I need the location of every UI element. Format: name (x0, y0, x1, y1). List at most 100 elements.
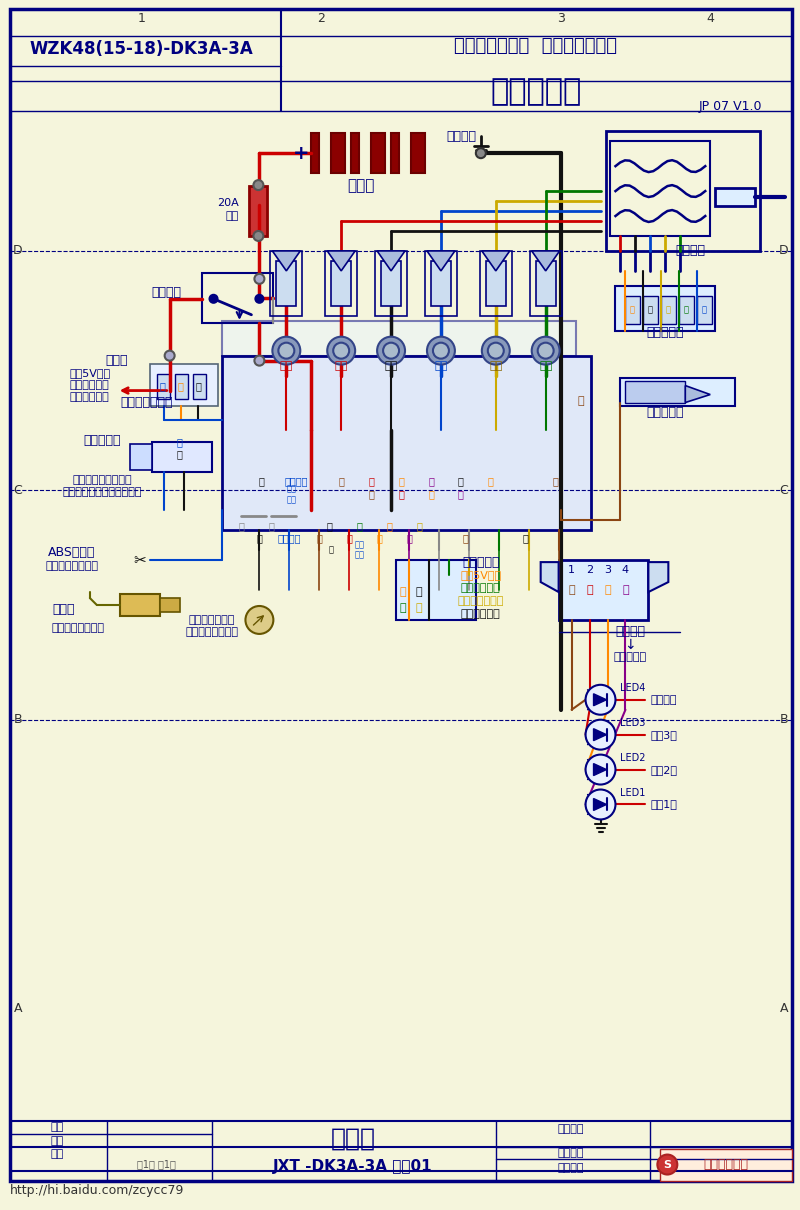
Bar (606, 131, 760, 250)
Text: 无刷电机: 无刷电机 (675, 244, 706, 258)
Bar (250, 186, 267, 236)
Text: D: D (14, 244, 23, 258)
Text: LED3: LED3 (621, 718, 646, 727)
Text: 每按键一次速度档切换一次: 每按键一次速度档切换一次 (62, 488, 142, 497)
Text: 3: 3 (557, 12, 565, 25)
Polygon shape (482, 250, 510, 271)
Text: 粗绿: 粗绿 (539, 361, 552, 370)
Text: S: S (663, 1159, 671, 1170)
Text: 紫: 紫 (622, 586, 629, 595)
Text: 紫: 紫 (458, 489, 464, 500)
Text: 黄－低电位刹车: 黄－低电位刹车 (458, 597, 504, 606)
Text: 对插时为限速有效: 对插时为限速有效 (52, 623, 105, 633)
Text: 黄: 黄 (416, 522, 422, 531)
Text: 粗蓝: 粗蓝 (434, 361, 447, 370)
Bar (193, 374, 206, 398)
Bar (536, 261, 556, 306)
Text: 橙: 橙 (386, 522, 392, 531)
Text: ↓: ↓ (625, 638, 636, 652)
Text: 接线示意图: 接线示意图 (490, 77, 582, 105)
Polygon shape (594, 728, 606, 741)
Text: 棕: 棕 (568, 586, 575, 595)
Bar (431, 261, 451, 306)
Text: 橙: 橙 (376, 534, 382, 543)
Bar (222, 321, 575, 356)
Bar (480, 250, 512, 316)
Bar (276, 261, 296, 306)
Circle shape (246, 606, 274, 634)
Bar (331, 133, 345, 173)
Circle shape (427, 336, 455, 364)
Text: 黑: 黑 (458, 477, 464, 486)
Bar (326, 250, 357, 316)
Bar (610, 142, 710, 236)
Polygon shape (648, 563, 668, 592)
Bar (626, 381, 686, 403)
Text: 橙: 橙 (178, 381, 183, 392)
Circle shape (488, 342, 504, 358)
Text: 橙: 橙 (400, 587, 406, 597)
Text: 审核: 审核 (50, 1136, 63, 1146)
Text: 蓝－助力信号: 蓝－助力信号 (70, 380, 110, 390)
Circle shape (538, 342, 554, 358)
Text: 橙－5V电源: 橙－5V电源 (70, 368, 111, 378)
Circle shape (532, 336, 560, 364)
Text: http://hi.baidu.com/zcycc79: http://hi.baidu.com/zcycc79 (10, 1183, 185, 1197)
Text: 红: 红 (586, 586, 593, 595)
Text: 仪表和车灯电源: 仪表和车灯电源 (121, 396, 173, 409)
Text: 黄: 黄 (416, 603, 422, 613)
Polygon shape (686, 386, 710, 403)
Polygon shape (272, 250, 300, 271)
Text: 红: 红 (398, 489, 404, 500)
Text: 橙: 橙 (630, 305, 635, 315)
Text: 4: 4 (622, 565, 629, 575)
Text: 粗黄: 粗黄 (489, 361, 502, 370)
Text: 蓝白花线: 蓝白花线 (285, 477, 308, 486)
Bar (351, 133, 359, 173)
Circle shape (255, 295, 263, 302)
Text: 黑: 黑 (416, 587, 422, 597)
Text: 细红: 细红 (280, 361, 293, 370)
Text: 速度仪表线: 速度仪表线 (646, 407, 684, 419)
Text: JXT -DK3A-3A 多头01: JXT -DK3A-3A 多头01 (274, 1159, 433, 1174)
Bar (120, 594, 160, 616)
Text: 显示接头: 显示接头 (615, 626, 646, 639)
Text: 棕: 棕 (338, 477, 344, 486)
Bar (381, 261, 401, 306)
Text: 蓝白
花线: 蓝白 花线 (286, 484, 296, 505)
Text: A: A (780, 1002, 788, 1015)
Text: 配套图号: 配套图号 (558, 1163, 584, 1172)
Circle shape (433, 342, 449, 358)
Circle shape (586, 720, 615, 750)
Text: 黑－信号地线: 黑－信号地线 (70, 392, 110, 402)
Polygon shape (594, 693, 606, 705)
Polygon shape (327, 250, 355, 271)
Bar (311, 133, 319, 173)
Text: 黑: 黑 (648, 305, 653, 315)
Polygon shape (377, 250, 405, 271)
Circle shape (586, 789, 615, 819)
Circle shape (210, 295, 218, 302)
Text: 保险: 保险 (226, 211, 238, 221)
Text: B: B (14, 713, 22, 726)
Bar (150, 364, 218, 405)
Circle shape (254, 356, 264, 365)
Text: 3: 3 (604, 565, 611, 575)
Text: 棕: 棕 (578, 396, 584, 405)
Text: 剪断时为普通刹车: 剪断时为普通刹车 (46, 561, 98, 571)
Circle shape (327, 336, 355, 364)
Text: 共1页 第1页: 共1页 第1页 (138, 1159, 176, 1170)
Text: 1: 1 (138, 12, 146, 25)
Circle shape (586, 685, 615, 715)
Circle shape (254, 273, 264, 284)
Text: 2: 2 (586, 565, 593, 575)
Bar (425, 250, 457, 316)
Text: ABS选择线: ABS选择线 (48, 546, 95, 559)
Text: 黑: 黑 (177, 449, 182, 460)
Text: 黑: 黑 (258, 477, 264, 486)
Text: 兰: 兰 (177, 438, 182, 448)
Circle shape (476, 148, 486, 159)
Bar (530, 250, 562, 316)
Text: 1: 1 (568, 565, 575, 575)
Circle shape (377, 336, 405, 364)
